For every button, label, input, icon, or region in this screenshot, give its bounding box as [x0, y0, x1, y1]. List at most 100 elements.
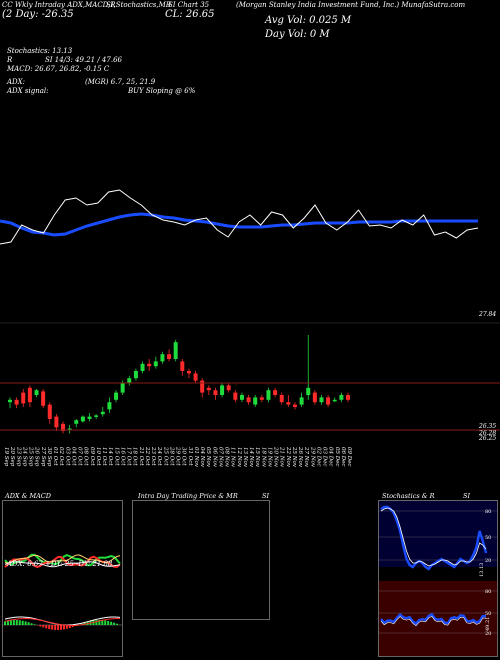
- candle: [114, 390, 119, 403]
- date-tick-label: 07 Nov: [217, 447, 223, 468]
- candle-body: [206, 387, 211, 391]
- candle: [34, 389, 39, 398]
- rsi-level-label: 80: [485, 589, 491, 595]
- candle-body: [127, 378, 132, 383]
- date-tick-label: 18 Nov: [260, 447, 266, 468]
- price-line: [0, 189, 479, 245]
- date-tick-label: 22 Oct: [144, 446, 150, 466]
- candle: [253, 395, 258, 407]
- price-label: 26.35: [478, 423, 496, 430]
- date-tick-label: 18 Oct: [132, 447, 138, 466]
- candle-body: [213, 390, 218, 395]
- adx-macd-chart: [3, 553, 122, 630]
- candle: [319, 395, 324, 405]
- rsi-line: [380, 612, 487, 626]
- candle: [41, 389, 46, 409]
- candle: [140, 361, 145, 374]
- candle: [246, 395, 251, 405]
- date-tick-label: 23 Oct: [150, 446, 156, 466]
- candle: [74, 419, 79, 428]
- candle: [61, 421, 66, 434]
- stoch-background: [379, 501, 497, 567]
- candle: [312, 390, 317, 405]
- date-tick-label: 24 Sep: [21, 446, 27, 467]
- candle: [147, 359, 152, 371]
- adx-ma-line: [4, 561, 121, 568]
- candle: [107, 397, 112, 413]
- candle-body: [253, 397, 258, 405]
- date-tick-label: 20 Nov: [273, 446, 279, 468]
- candle-body: [153, 361, 158, 367]
- stoch-level-label: 80: [485, 509, 491, 515]
- date-tick-label: 02 Dec: [315, 447, 321, 467]
- candle-body: [100, 411, 105, 415]
- candle: [306, 335, 311, 400]
- date-tick-label: 08 Nov: [224, 447, 230, 468]
- price-label: 26.25: [478, 435, 496, 442]
- candle-body: [41, 391, 46, 406]
- candle: [226, 383, 231, 393]
- date-tick-label: 17 Oct: [126, 447, 132, 466]
- date-tick-label: 15 Oct: [113, 447, 119, 466]
- date-tick-label: 13 Nov: [242, 447, 248, 468]
- date-tick-label: 14 Oct: [107, 447, 113, 466]
- header-title-1: CC Wkly Intraday ADX,MACD,R: [2, 1, 116, 9]
- header-day: (2 Day: -26.35: [2, 9, 74, 20]
- candle-body: [147, 363, 152, 367]
- stoch-level-label: 20: [485, 558, 491, 564]
- adx-macd-panel: ADX: 6.67 +DY: 25 -DY: 21.88: [2, 500, 123, 657]
- candle: [339, 392, 344, 403]
- candle-body: [239, 395, 244, 400]
- candle: [220, 383, 225, 398]
- candle-body: [259, 397, 264, 400]
- candle: [80, 415, 85, 423]
- candle: [127, 375, 132, 386]
- adx-panel-title: ADX & MACD: [5, 492, 51, 500]
- candle: [153, 356, 158, 369]
- date-tick-label: 09 Dec: [346, 447, 352, 467]
- candle: [326, 395, 331, 407]
- rsi-level-label: 20: [485, 631, 491, 637]
- stoch-panel-title: Stochastics & R: [382, 492, 435, 500]
- date-tick-label: 01 Oct: [52, 447, 58, 466]
- mrsi-panel-title-right: SI: [262, 492, 270, 500]
- candle: [186, 368, 191, 379]
- date-tick-label: 04 Oct: [70, 447, 76, 466]
- candle-body: [160, 354, 165, 362]
- mrsi-panel-title: Intra Day Trading Price & MR: [138, 492, 238, 500]
- candle: [259, 395, 264, 403]
- candle-body: [74, 420, 79, 424]
- date-tick-label: 10 Oct: [95, 447, 101, 466]
- date-tick-label: 05 Nov: [205, 447, 211, 468]
- candle-body: [67, 428, 72, 431]
- candle-body: [226, 385, 231, 391]
- header-title-3: SI Chart 35: [168, 1, 210, 9]
- date-tick-label: 21 Nov: [279, 446, 285, 468]
- price-label: 26.28: [478, 430, 496, 437]
- candle: [206, 385, 211, 395]
- candle: [299, 392, 304, 407]
- candle-body: [47, 404, 52, 419]
- adx-readout: ADX: 6.67 +DY: 25 -DY: 21.88: [7, 560, 113, 568]
- candle: [273, 387, 278, 398]
- date-tick-label: 26 Nov: [297, 446, 303, 468]
- candle-body: [180, 361, 185, 371]
- candle-body: [292, 404, 297, 407]
- header-macd: MACD: 26.67, 26.82, -0.15 C: [7, 65, 110, 73]
- date-tick-label: 08 Oct: [83, 447, 89, 466]
- date-tick-label: 12 Nov: [236, 447, 242, 468]
- candle-body: [173, 342, 178, 359]
- date-tick-label: 26 Sep: [34, 446, 40, 467]
- candle-body: [299, 397, 304, 405]
- candle: [8, 397, 12, 409]
- price-label: 27.84: [478, 311, 496, 318]
- candle: [167, 349, 172, 362]
- candle: [47, 402, 52, 424]
- date-tick-label: 03 Oct: [64, 447, 70, 466]
- date-tick-label: 25 Oct: [162, 446, 168, 466]
- date-tick-label: 25 Nov: [291, 446, 297, 468]
- candle: [94, 414, 99, 419]
- stoch-last-label: 13.13: [479, 563, 485, 577]
- candle-body: [34, 390, 39, 395]
